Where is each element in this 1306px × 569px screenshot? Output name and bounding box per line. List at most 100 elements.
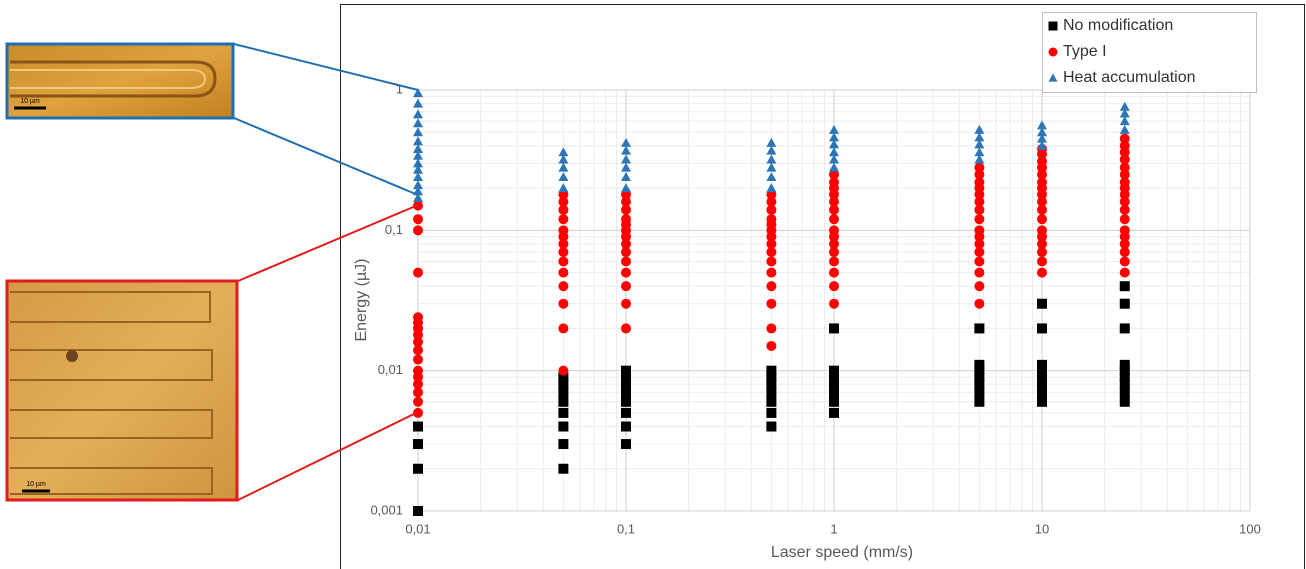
marker-triangle [766,154,777,164]
marker-circle [766,214,777,225]
marker-triangle [829,124,839,134]
track [10,60,217,98]
marker-triangle [974,139,985,149]
chart-frame [340,4,1305,569]
marker-square [1119,323,1130,334]
marker-circle [1037,196,1047,207]
marker-circle [829,196,839,207]
marker-triangle [829,162,839,172]
marker-circle [974,281,985,292]
marker-circle [766,340,777,351]
marker-triangle [829,154,839,164]
marker-square [1037,298,1047,309]
marker-circle [558,204,569,215]
legend: No modification Type I Heat accumulation [1042,12,1257,93]
marker-circle [974,267,985,278]
marker-square [621,407,631,418]
marker-circle [558,196,569,207]
marker-square [829,379,839,390]
marker-circle [621,298,631,309]
x-tick-label: 10 [1035,521,1049,536]
marker-circle [413,225,423,236]
marker-triangle [829,147,839,157]
marker-triangle [413,88,423,98]
marker-circle [1119,256,1130,267]
marker-triangle [974,124,985,134]
marker-square [621,387,631,398]
marker-circle [1119,177,1130,188]
y-tick-label: 0,001 [370,502,403,517]
marker-circle [413,312,423,323]
marker-circle [621,214,631,225]
marker-circle [413,214,423,225]
marker-triangle [621,145,631,155]
marker-square [829,407,839,418]
connector [237,411,419,501]
marker-square [1037,372,1047,383]
marker-circle [558,298,569,309]
marker-circle [829,298,839,309]
y-tick-label: 1 [396,81,403,96]
marker-circle [1037,169,1047,180]
marker-circle [974,204,985,215]
marker-circle [1119,225,1130,236]
marker-square [1037,396,1047,407]
marker-triangle [974,147,985,157]
marker-circle [1037,267,1047,278]
marker-circle [829,256,839,267]
legend-label: Type I [1063,43,1107,60]
marker-square [621,421,631,432]
x-tick-label: 1 [830,521,837,536]
marker-square [621,396,631,407]
marker-circle [413,267,423,278]
marker-circle [974,256,985,267]
marker-circle [413,387,423,398]
legend-label: No modification [1063,17,1173,34]
marker-triangle [766,183,777,193]
marker-square [1037,323,1047,334]
marker-circle [1037,247,1047,258]
marker-square [829,387,839,398]
marker-circle [1119,162,1130,173]
marker-triangle [621,137,631,147]
marker-circle [558,267,569,278]
marker-triangle [829,139,839,149]
marker-triangle [1119,116,1130,126]
marker-circle [413,379,423,390]
marker-circle [621,247,631,258]
marker-circle [1037,177,1047,188]
marker-circle [766,256,777,267]
marker-circle [829,214,839,225]
image-top: 10 µm [5,42,235,120]
marker-circle [974,162,985,173]
marker-circle [621,281,631,292]
marker-square [974,372,985,383]
marker-circle [558,238,569,249]
marker-circle [829,204,839,215]
tracks [10,291,213,495]
marker-circle [766,204,777,215]
marker-circle [1119,196,1130,207]
marks [413,88,1130,516]
x-tick-label: 100 [1239,521,1261,536]
marker-square [974,323,985,334]
marker-circle [1119,133,1130,144]
y-axis-label: Energy (µJ) [353,258,370,341]
marker-triangle [766,171,777,181]
marker-square [829,372,839,383]
marker-triangle [974,132,985,142]
marker-triangle [413,109,423,119]
marker-square [558,407,569,418]
x-axis-label: Laser speed (mm/s) [771,544,913,561]
marker-square [558,421,569,432]
marker-circle [621,196,631,207]
marker-triangle [413,164,423,174]
marker-circle [766,281,777,292]
marker-triangle [766,137,777,147]
marker-circle [1119,247,1130,258]
marker-square [1048,21,1058,31]
marker-square [829,396,839,407]
marker-square [766,396,777,407]
marker-circle [829,267,839,278]
marker-circle [558,247,569,258]
